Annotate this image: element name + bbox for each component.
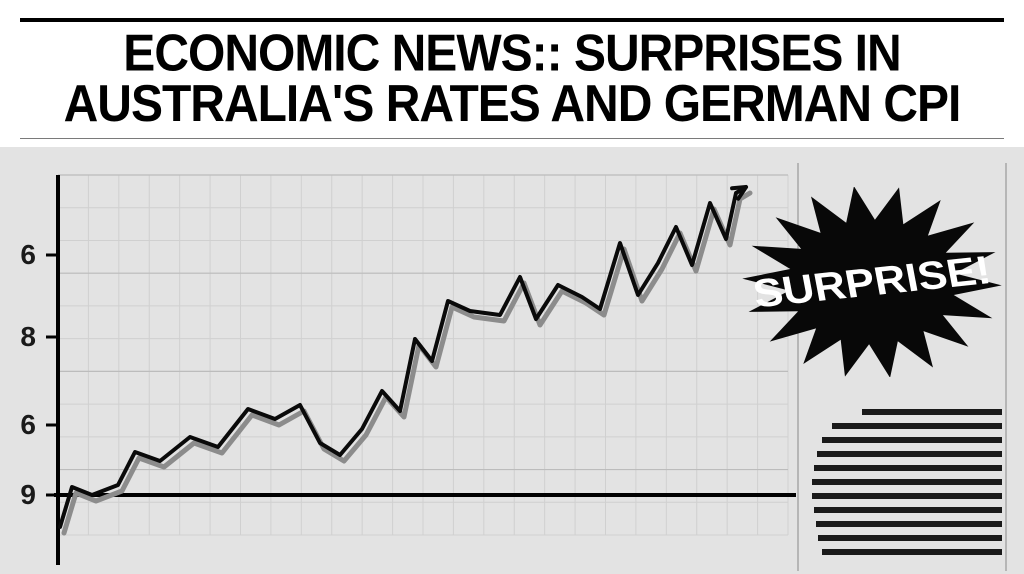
top-rule <box>20 18 1004 22</box>
text-line <box>814 507 1002 513</box>
text-line <box>814 465 1002 471</box>
svg-text:8: 8 <box>20 321 36 352</box>
svg-text:6: 6 <box>20 409 36 440</box>
svg-text:6: 6 <box>20 239 36 270</box>
text-line <box>862 409 1002 415</box>
text-line <box>822 549 1002 555</box>
thin-rule <box>20 138 1004 139</box>
text-line <box>822 437 1002 443</box>
text-line <box>812 479 1002 485</box>
decorative-text-lines <box>812 409 1002 563</box>
text-line <box>818 535 1002 541</box>
page: ECONOMIC NEWS:: SURPRISES IN AUSTRALIA'S… <box>0 0 1024 574</box>
chart-area: 6 8 6 9 SURPRISE! <box>0 147 1024 574</box>
headline: ECONOMIC NEWS:: SURPRISES IN AUSTRALIA'S… <box>16 28 1008 130</box>
text-line <box>832 423 1002 429</box>
svg-text:9: 9 <box>20 479 36 510</box>
text-line <box>816 521 1002 527</box>
burst-icon: SURPRISE! <box>742 187 1002 377</box>
headline-area: ECONOMIC NEWS:: SURPRISES IN AUSTRALIA'S… <box>0 0 1024 147</box>
text-line <box>812 493 1002 499</box>
text-line <box>817 451 1002 457</box>
surprise-burst: SURPRISE! <box>742 187 1002 377</box>
